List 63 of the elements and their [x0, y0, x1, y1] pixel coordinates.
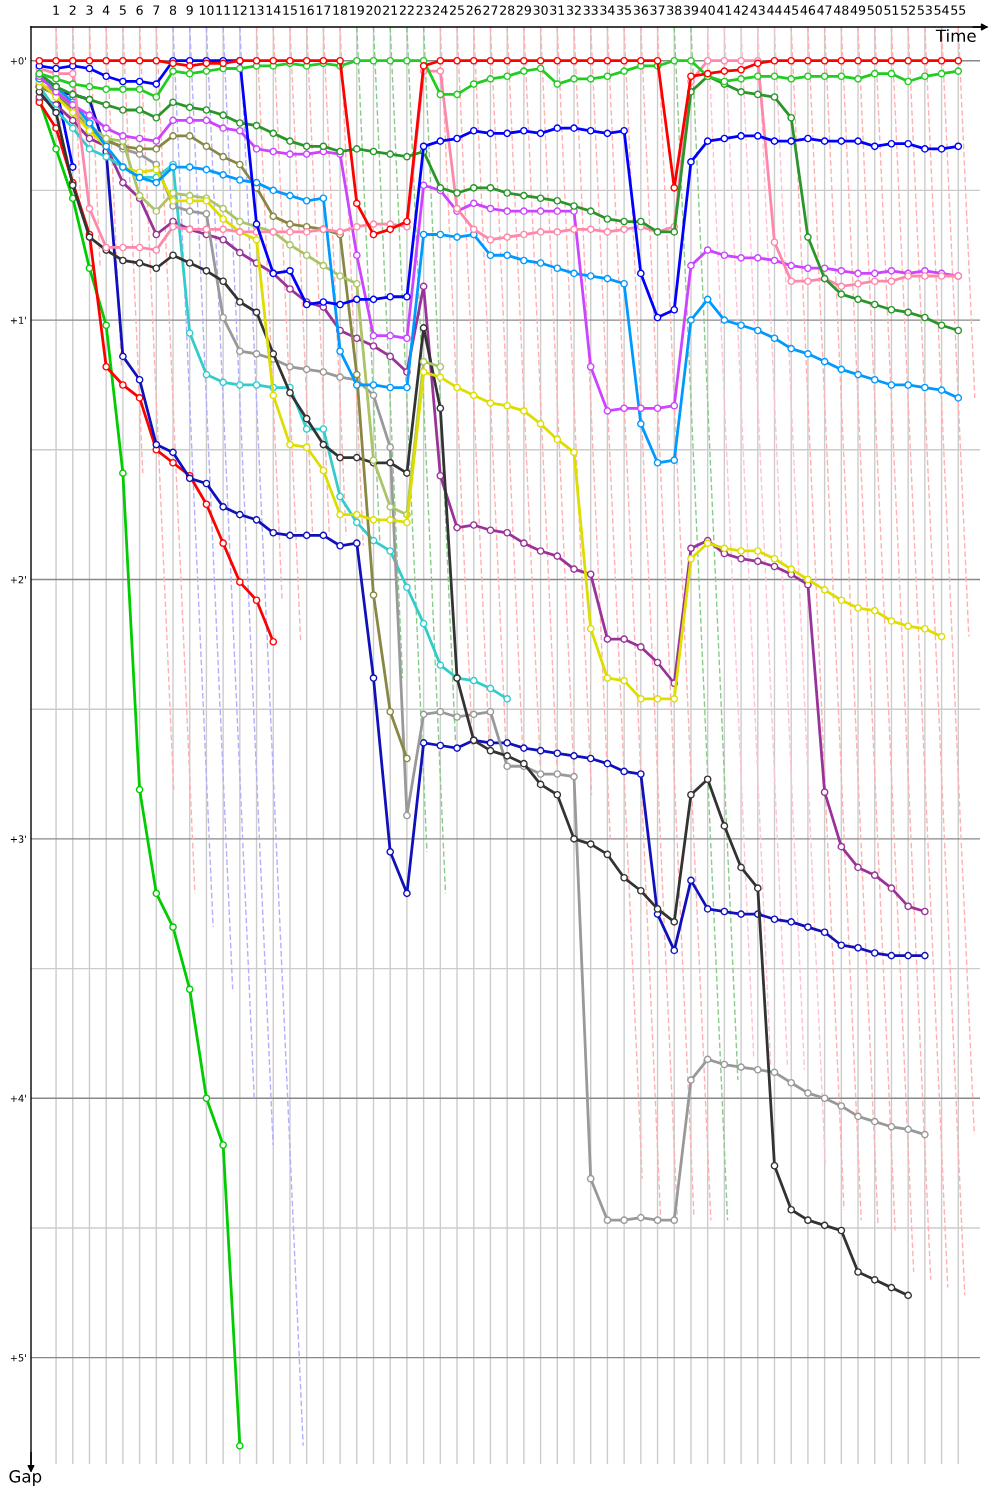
x-tick-label: 36	[633, 5, 648, 15]
x-tick-label: 47	[817, 5, 832, 15]
x-tick-label: 45	[783, 5, 799, 15]
x-tick-label: 2	[69, 5, 76, 15]
x-tick-label: 29	[516, 5, 531, 15]
x-tick-label: 4	[102, 5, 110, 15]
x-tick-label: 44	[767, 5, 782, 15]
y-tick-label: +2'	[10, 575, 26, 584]
x-tick-label: 48	[833, 5, 849, 15]
x-tick-label: 38	[667, 5, 682, 15]
x-tick-label: 53	[917, 5, 932, 15]
x-axis-title: Time	[935, 29, 976, 43]
x-tick-label: 40	[700, 5, 715, 15]
x-tick-label: 50	[867, 5, 882, 15]
x-tick-label: 13	[249, 5, 264, 15]
x-tick-label: 10	[199, 5, 214, 15]
x-tick-label: 25	[450, 5, 464, 15]
x-tick-label: 14	[266, 5, 281, 15]
x-tick-label: 20	[366, 5, 381, 15]
x-tick-label: 37	[650, 5, 665, 15]
x-tick-label: 52	[901, 5, 915, 15]
x-tick-label: 39	[683, 5, 699, 15]
x-tick-label: 17	[316, 5, 331, 15]
x-tick-label: 30	[533, 5, 548, 15]
x-tick-label: 7	[153, 5, 160, 15]
x-tick-label: 34	[600, 5, 615, 15]
x-tick-label: 31	[550, 5, 565, 15]
x-tick-label: 27	[483, 5, 498, 15]
x-tick-label: 11	[216, 5, 230, 15]
x-tick-label: 18	[333, 5, 348, 15]
y-tick-label: +0'	[10, 57, 26, 65]
x-tick-label: 9	[186, 5, 193, 15]
y-tick-label: +5'	[10, 1354, 26, 1362]
x-tick-label: 55	[951, 5, 966, 15]
y-tick-label: +3'	[10, 835, 26, 843]
x-tick-label: 51	[884, 5, 899, 15]
x-tick-label: 5	[119, 5, 126, 15]
x-tick-label: 23	[416, 5, 431, 15]
x-tick-label: 49	[850, 5, 866, 15]
x-tick-label: 16	[300, 5, 314, 15]
y-tick-label: +1'	[10, 316, 26, 324]
x-tick-label: 22	[399, 5, 414, 15]
x-tick-label: 12	[233, 5, 247, 15]
x-tick-label: 28	[500, 5, 515, 15]
x-tick-label: 33	[583, 5, 598, 15]
y-tick-label: +4'	[10, 1094, 26, 1102]
x-tick-label: 32	[567, 5, 581, 15]
x-tick-label: 1	[53, 5, 59, 15]
x-tick-label: 35	[617, 5, 631, 15]
x-tick-label: 26	[466, 5, 481, 15]
x-tick-label: 19	[350, 5, 364, 15]
x-tick-label: 42	[733, 5, 748, 15]
x-tick-label: 54	[934, 5, 949, 15]
x-tick-label: 41	[717, 5, 732, 15]
x-tick-label: 6	[136, 5, 143, 15]
x-tick-label: 3	[86, 5, 93, 15]
x-tick-label: 24	[433, 5, 448, 15]
x-tick-label: 21	[383, 5, 398, 15]
x-tick-label: 15	[283, 5, 297, 15]
x-tick-label: 43	[750, 5, 765, 15]
y-axis-title: Gap	[9, 1470, 42, 1486]
x-tick-label: 46	[800, 5, 816, 15]
x-tick-label: 8	[169, 5, 177, 15]
